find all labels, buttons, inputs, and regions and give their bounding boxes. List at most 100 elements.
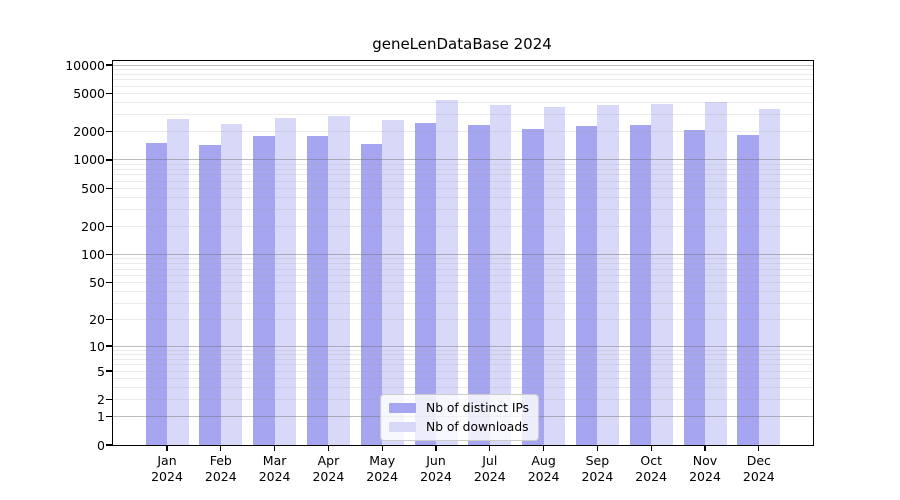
bar-distinct-ips	[468, 124, 490, 445]
x-tick-label: Jan 2024	[135, 453, 199, 485]
bar-downloads	[597, 105, 619, 445]
x-tick-month: Aug	[531, 453, 556, 468]
x-tick-mark	[543, 446, 545, 451]
x-tick-year: 2024	[312, 469, 345, 484]
bar-distinct-ips	[629, 124, 652, 445]
x-tick-year: 2024	[420, 469, 452, 484]
y-tick-label: 10000	[65, 57, 105, 73]
y-tick-mark	[105, 253, 112, 256]
x-tick-month: Feb	[209, 453, 232, 468]
y-tick-label: 2000	[73, 123, 105, 139]
bars-layer	[113, 61, 813, 445]
legend: Nb of distinct IPs Nb of downloads	[380, 394, 540, 441]
legend-entry-label: Nb of distinct IPs	[426, 401, 530, 415]
x-tick-mark	[650, 446, 652, 451]
x-tick-year: 2024	[366, 469, 399, 484]
x-tick-year: 2024	[527, 469, 560, 484]
legend-entry: Nb of downloads	[389, 420, 529, 434]
x-tick-month: Jul	[482, 453, 498, 468]
y-tick-mark	[105, 399, 112, 401]
y-tick-label: 100	[81, 247, 105, 263]
y-tick-label: 1000	[73, 152, 105, 168]
x-tick-label: Jun 2024	[404, 453, 468, 485]
x-tick-label: Nov 2024	[673, 453, 737, 485]
chart-title: geneLenDataBase 2024	[372, 35, 552, 53]
x-tick-mark	[220, 446, 222, 451]
x-tick-month: May	[369, 453, 396, 468]
x-tick-label: Oct 2024	[619, 453, 683, 485]
x-tick-mark	[704, 446, 706, 451]
y-tick-mark	[105, 318, 112, 320]
bar-distinct-ips	[737, 134, 759, 445]
bar-downloads	[274, 117, 297, 445]
x-tick-mark	[596, 446, 598, 451]
x-tick-year: 2024	[151, 469, 183, 484]
bar-distinct-ips	[306, 135, 329, 445]
y-tick-label: 5000	[73, 86, 105, 102]
y-tick-mark	[105, 225, 112, 227]
y-tick-mark	[105, 415, 112, 417]
x-tick-year: 2024	[742, 469, 775, 484]
x-tick-month: Nov	[692, 453, 718, 468]
x-tick-label: Jul 2024	[458, 453, 522, 485]
x-tick-mark	[489, 446, 491, 451]
bar-downloads	[758, 108, 781, 445]
bar-downloads	[436, 99, 458, 445]
x-tick-year: 2024	[689, 469, 721, 484]
bar-distinct-ips	[253, 135, 275, 445]
bar-downloads	[489, 105, 512, 445]
bar-downloads	[328, 116, 350, 445]
x-tick-label: Sep 2024	[565, 453, 629, 485]
x-tick-mark	[327, 446, 329, 451]
x-tick-month: Apr	[317, 453, 340, 468]
x-tick-label: Aug 2024	[512, 453, 576, 485]
legend-entry: Nb of distinct IPs	[389, 401, 529, 415]
x-tick-label: Apr 2024	[296, 453, 360, 485]
bar-distinct-ips	[683, 130, 705, 445]
y-tick-label: 5	[97, 363, 105, 379]
y-tick-mark	[105, 345, 112, 347]
x-tick-month: Sep	[585, 453, 610, 468]
x-tick-month: Oct	[640, 453, 662, 468]
y-tick-mark	[105, 159, 112, 161]
bar-distinct-ips	[522, 128, 544, 445]
bar-downloads	[167, 119, 189, 445]
y-tick-label: 2	[97, 392, 105, 408]
bar-downloads	[705, 102, 727, 445]
bar-distinct-ips	[360, 143, 383, 445]
x-tick-mark	[758, 446, 760, 451]
x-tick-month: Dec	[746, 453, 771, 468]
x-tick-year: 2024	[258, 469, 291, 484]
x-tick-mark	[381, 446, 383, 451]
y-tick-mark	[105, 187, 112, 190]
bar-distinct-ips	[199, 144, 221, 445]
y-tick-mark	[105, 370, 112, 372]
x-tick-year: 2024	[473, 469, 506, 484]
x-tick-year: 2024	[581, 469, 614, 484]
x-tick-label: May 2024	[350, 453, 414, 485]
bar-downloads	[220, 123, 243, 445]
bar-downloads	[651, 103, 673, 445]
bar-distinct-ips	[414, 122, 436, 445]
y-tick-mark	[105, 444, 112, 446]
bar-distinct-ips	[145, 143, 167, 445]
x-tick-month: Mar	[262, 453, 287, 468]
x-tick-label: Dec 2024	[727, 453, 791, 485]
x-tick-month: Jan	[157, 453, 177, 468]
legend-swatch-icon	[389, 422, 416, 432]
bar-downloads	[543, 107, 566, 445]
y-tick-label: 1	[97, 408, 105, 424]
y-tick-label: 500	[81, 181, 105, 197]
bar-downloads	[382, 120, 404, 445]
plot-area: 10000 5000 2000 1000 500 200 100 50 20 10 5 2 1 0 Jan 2…	[65, 58, 814, 484]
y-tick-mark	[105, 64, 112, 66]
y-tick-label: 0	[97, 437, 105, 453]
y-tick-label: 10	[89, 338, 105, 354]
y-tick-mark	[105, 282, 112, 284]
x-tick-year: 2024	[635, 469, 668, 484]
y-tick-label: 200	[81, 218, 105, 234]
x-tick-mark	[435, 446, 437, 451]
legend-entry-label: Nb of downloads	[426, 420, 529, 434]
x-tick-label: Mar 2024	[243, 453, 307, 485]
